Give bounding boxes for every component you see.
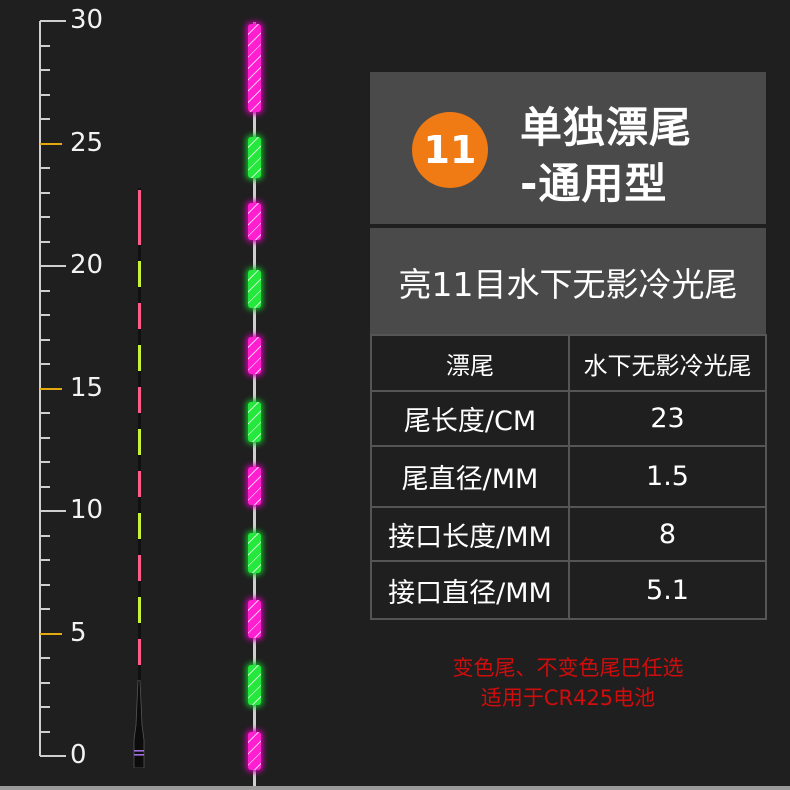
- header-cell: 漂尾: [370, 334, 570, 392]
- major-tick: [40, 387, 62, 390]
- pink-glow-segment: [248, 24, 261, 112]
- tick-label: 20: [70, 250, 104, 280]
- green-glow-segment: [248, 402, 261, 442]
- table-row: 尾直径/MM 1.5: [370, 445, 767, 508]
- spec-label: 接口长度/MM: [370, 506, 570, 562]
- major-tick: [40, 755, 66, 757]
- number-badge: 11: [412, 112, 488, 188]
- tail-segment: [138, 387, 141, 413]
- title-line-2: -通用型: [520, 159, 668, 208]
- minor-tick: [40, 338, 50, 341]
- subtitle-panel: 亮11目水下无影冷光尾: [370, 228, 766, 334]
- minor-tick: [40, 706, 50, 708]
- table-row: 接口直径/MM 5.1: [370, 560, 767, 620]
- green-glow-segment: [248, 533, 261, 573]
- minor-tick: [40, 240, 50, 243]
- major-tick: [40, 510, 66, 512]
- pink-glow-segment: [248, 467, 261, 505]
- table-row: 接口长度/MM 8: [370, 506, 767, 562]
- minor-tick: [40, 412, 50, 414]
- title-line-1: 单独漂尾: [520, 103, 693, 152]
- minor-tick: [40, 657, 50, 659]
- tail-segment: [138, 429, 141, 455]
- tick-label: 25: [70, 127, 104, 158]
- tick-label: 30: [70, 5, 104, 35]
- tail-segment: [138, 639, 141, 665]
- spec-value: 23: [568, 390, 767, 447]
- green-glow-segment: [248, 270, 261, 308]
- pink-glow-segment: [248, 600, 261, 638]
- minor-tick: [40, 191, 50, 194]
- spec-label: 尾长度/CM: [370, 390, 570, 447]
- minor-tick: [40, 167, 50, 169]
- minor-tick: [40, 93, 50, 96]
- minor-tick: [40, 118, 50, 120]
- minor-tick: [40, 461, 50, 463]
- minor-tick: [40, 608, 50, 610]
- note-line-1: 变色尾、不变色尾巴任选: [452, 656, 684, 680]
- tail-segment: [138, 303, 141, 329]
- minor-tick: [40, 289, 50, 292]
- minor-tick: [40, 314, 50, 316]
- minor-tick: [40, 583, 50, 586]
- tick-label: 15: [70, 372, 104, 403]
- tail-segment: [138, 261, 141, 287]
- green-glow-segment: [248, 665, 261, 705]
- tail-segment: [138, 471, 141, 497]
- minor-tick: [40, 44, 50, 47]
- green-glow-segment: [248, 137, 261, 178]
- tail-segment: [138, 555, 141, 581]
- note-line-2: 适用于CR425电池: [480, 686, 656, 710]
- minor-tick: [40, 485, 50, 488]
- major-tick: [40, 265, 66, 267]
- float-connector: [133, 680, 145, 768]
- header-cell: 水下无影冷光尾: [568, 334, 767, 392]
- pink-glow-segment: [248, 203, 261, 240]
- major-tick: [40, 20, 66, 22]
- tick-label: 0: [70, 740, 87, 770]
- pink-glow-segment: [248, 337, 261, 374]
- minor-tick: [40, 436, 50, 439]
- minor-tick: [40, 534, 50, 537]
- spec-value: 8: [568, 506, 767, 562]
- pink-glow-segment: [248, 732, 261, 770]
- subtitle: 亮11目水下无影冷光尾: [398, 265, 738, 304]
- tick-label: 10: [70, 495, 104, 525]
- thin-float-tail: [138, 188, 141, 688]
- minor-tick: [40, 216, 50, 218]
- minor-tick: [40, 363, 50, 365]
- scale-ruler: 0 5 10 15 20 25 30: [0, 0, 130, 790]
- major-tick: [40, 142, 62, 145]
- minor-tick: [40, 559, 50, 561]
- tail-segment: [138, 345, 141, 371]
- tail-segment: [138, 513, 141, 539]
- bottom-strip: [0, 786, 790, 790]
- spec-label: 尾直径/MM: [370, 445, 570, 508]
- spec-table: 漂尾 水下无影冷光尾 尾长度/CM 23 尾直径/MM 1.5 接口长度/MM …: [370, 334, 767, 620]
- minor-tick: [40, 681, 50, 684]
- tail-segment: [138, 190, 141, 245]
- spec-label: 接口直径/MM: [370, 560, 570, 620]
- spec-value: 5.1: [568, 560, 767, 620]
- major-tick: [40, 632, 62, 635]
- table-header-row: 漂尾 水下无影冷光尾: [370, 334, 767, 392]
- tail-segment: [138, 597, 141, 623]
- title-panel: 11 单独漂尾 -通用型: [370, 72, 766, 224]
- minor-tick: [40, 69, 50, 71]
- spec-value: 1.5: [568, 445, 767, 508]
- table-row: 尾长度/CM 23: [370, 390, 767, 447]
- minor-tick: [40, 730, 50, 733]
- tick-label: 5: [70, 617, 87, 648]
